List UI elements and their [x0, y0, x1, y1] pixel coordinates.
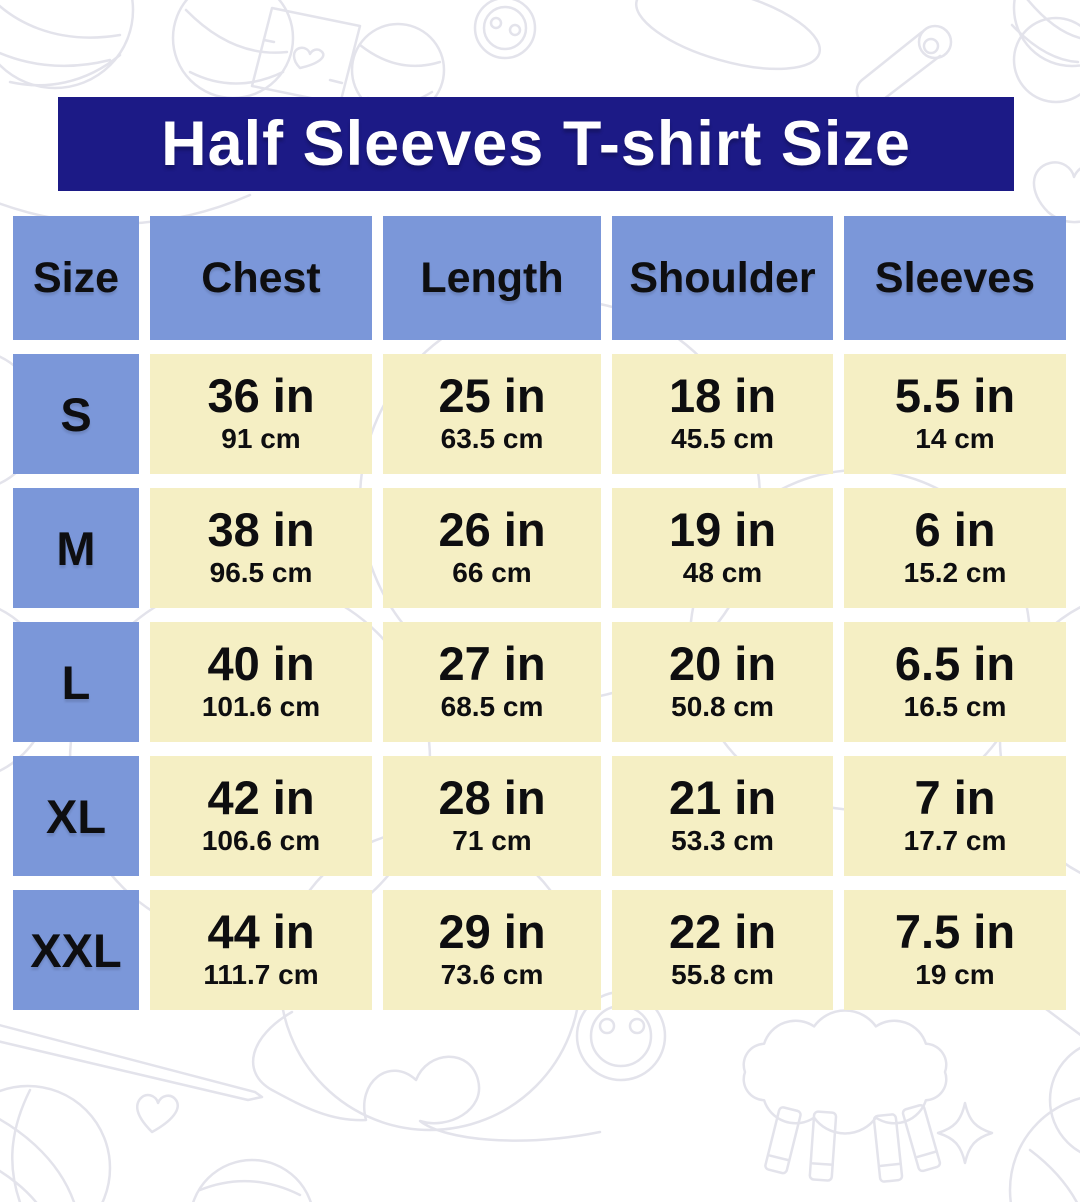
- cm-value: 91 cm: [221, 423, 301, 455]
- shoulder-cell-l: 20 in 50.8 cm: [612, 622, 833, 742]
- yarn-ball-icon: [1010, 0, 1080, 104]
- cm-value: 14 cm: [915, 423, 995, 455]
- shoulder-cell-xl: 21 in 53.3 cm: [612, 756, 833, 876]
- cm-value: 50.8 cm: [671, 691, 774, 723]
- sheep-icon: [742, 1009, 948, 1183]
- inches-value: 38 in: [207, 503, 315, 557]
- sleeves-cell-xxl: 7.5 in 19 cm: [844, 890, 1066, 1010]
- cm-value: 101.6 cm: [201, 691, 321, 723]
- title-banner: Half Sleeves T-shirt Size: [58, 97, 1014, 191]
- inches-value: 40 in: [207, 637, 315, 691]
- inches-value: 42 in: [207, 771, 315, 825]
- heart-icon: [1032, 161, 1080, 224]
- inches-value: 6.5 in: [894, 637, 1016, 691]
- inches-value: 21 in: [668, 771, 777, 825]
- inches-value: 25 in: [438, 369, 546, 423]
- cm-value: 63.5 cm: [440, 423, 544, 455]
- cm-value: 53.3 cm: [671, 825, 774, 857]
- safety-pin-icon: [855, 24, 953, 107]
- chest-cell-s: 36 in 91 cm: [150, 354, 372, 474]
- cm-value: 16.5 cm: [903, 691, 1007, 723]
- yarn-ball-icon: [0, 1084, 313, 1202]
- inches-value: 7.5 in: [894, 905, 1016, 959]
- cm-value: 66 cm: [452, 557, 532, 589]
- inches-value: 20 in: [668, 637, 777, 691]
- sleeves-cell-l: 6.5 in 16.5 cm: [844, 622, 1066, 742]
- cm-value: 15.2 cm: [903, 557, 1007, 589]
- inches-value: 5.5 in: [894, 369, 1016, 423]
- inches-value: 26 in: [438, 503, 546, 557]
- length-cell-m: 26 in 66 cm: [383, 488, 601, 608]
- inches-value: 28 in: [438, 771, 546, 825]
- thread-heart-icon: [251, 1010, 602, 1142]
- cm-value: 68.5 cm: [440, 691, 544, 723]
- cm-value: 17.7 cm: [903, 825, 1007, 857]
- chest-cell-xl: 42 in 106.6 cm: [150, 756, 372, 876]
- shoulder-cell-xxl: 22 in 55.8 cm: [612, 890, 833, 1010]
- chest-cell-xxl: 44 in 111.7 cm: [150, 890, 372, 1010]
- inches-value: 6 in: [914, 503, 996, 557]
- inches-value: 36 in: [207, 369, 315, 423]
- column-header-length: Length: [383, 216, 601, 340]
- cm-value: 71 cm: [452, 825, 532, 857]
- size-table: Size Chest Length Shoulder Sleeves S 36 …: [13, 216, 1066, 1010]
- cm-value: 73.6 cm: [440, 959, 544, 991]
- sleeves-cell-s: 5.5 in 14 cm: [844, 354, 1066, 474]
- size-label-s: S: [13, 354, 139, 474]
- size-label-xl: XL: [13, 756, 139, 876]
- column-header-size: Size: [13, 216, 139, 340]
- length-cell-s: 25 in 63.5 cm: [383, 354, 601, 474]
- cm-value: 48 cm: [682, 557, 763, 589]
- cm-value: 55.8 cm: [671, 959, 774, 991]
- length-cell-xl: 28 in 71 cm: [383, 756, 601, 876]
- cm-value: 96.5 cm: [209, 557, 313, 589]
- inches-value: 19 in: [668, 503, 777, 557]
- inches-value: 44 in: [207, 905, 315, 959]
- size-label-xxl: XXL: [13, 890, 139, 1010]
- cm-value: 111.7 cm: [203, 959, 319, 991]
- yarn-ball-icon: [1008, 1004, 1080, 1202]
- length-cell-xxl: 29 in 73.6 cm: [383, 890, 601, 1010]
- cm-value: 45.5 cm: [671, 423, 774, 455]
- inches-value: 18 in: [668, 369, 777, 423]
- shoulder-cell-m: 19 in 48 cm: [612, 488, 833, 608]
- inches-value: 27 in: [438, 637, 546, 691]
- button-icon: [473, 0, 537, 60]
- cm-value: 19 cm: [915, 959, 995, 991]
- heart-icon: [135, 1093, 179, 1134]
- shoulder-cell-s: 18 in 45.5 cm: [612, 354, 833, 474]
- chest-cell-l: 40 in 101.6 cm: [150, 622, 372, 742]
- sleeves-cell-m: 6 in 15.2 cm: [844, 488, 1066, 608]
- sleeves-cell-xl: 7 in 17.7 cm: [844, 756, 1066, 876]
- column-header-shoulder: Shoulder: [612, 216, 833, 340]
- inches-value: 7 in: [914, 771, 996, 825]
- column-header-chest: Chest: [150, 216, 372, 340]
- needle-icon: [0, 1023, 264, 1102]
- length-cell-l: 27 in 68.5 cm: [383, 622, 601, 742]
- inches-value: 22 in: [668, 905, 777, 959]
- chest-cell-m: 38 in 96.5 cm: [150, 488, 372, 608]
- page-title: Half Sleeves T-shirt Size: [161, 109, 911, 179]
- inches-value: 29 in: [438, 905, 546, 959]
- sparkle-icon: [936, 1101, 994, 1165]
- needle-case-icon: [634, 0, 822, 71]
- size-label-l: L: [13, 622, 139, 742]
- column-header-sleeves: Sleeves: [844, 216, 1066, 340]
- cm-value: 106.6 cm: [201, 825, 321, 857]
- size-label-m: M: [13, 488, 139, 608]
